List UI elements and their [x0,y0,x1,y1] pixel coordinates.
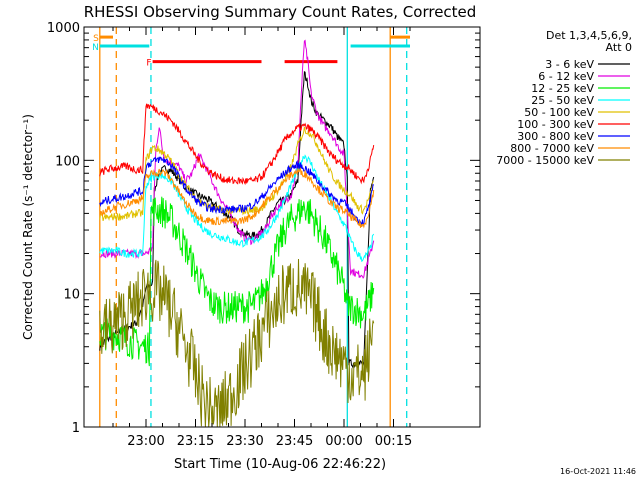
legend-entry-label: 3 - 6 keV [545,58,594,71]
plot-frame [83,26,481,428]
legend-entry-label: 100 - 300 keV [517,118,594,131]
series-line [99,103,375,186]
y-tick-label: 1000 [47,21,80,36]
series-line [99,258,375,427]
y-axis-label: Corrected Count Rate (s⁻¹ detector⁻¹) [21,114,35,340]
x-tick-label: 23:45 [276,434,313,449]
series-line [99,70,375,369]
legend-entry-label: 300 - 800 keV [517,130,594,143]
x-tick-label: 23:00 [127,434,164,449]
series-line [99,196,375,367]
chart-title: RHESSI Observing Summary Count Rates, Co… [84,3,477,21]
series-line [99,39,375,279]
x-tick-label: 00:00 [325,434,362,449]
flag-label: N [92,43,99,53]
series-line [99,126,374,222]
y-tick-label: 100 [55,154,80,169]
x-tick-label: 00:15 [375,434,412,449]
x-axis-label: Start Time (10-Aug-06 22:46:22) [174,457,386,472]
series-line [99,156,375,228]
legend-entry-label: 25 - 50 keV [531,94,594,107]
flag-label: S [93,34,99,44]
series-line [99,154,375,263]
legend-header-attenuator: Att 0 [606,41,632,54]
x-tick-label: 23:30 [226,434,263,449]
x-tick-label: 23:15 [177,434,214,449]
legend-entry-label: 50 - 100 keV [524,106,594,119]
flag-label: F [146,59,151,69]
legend-header-detectors: Det 1,3,4,5,6,9, [546,29,632,42]
legend-entry-label: 6 - 12 keV [538,70,594,83]
legend-entry-label: 800 - 7000 keV [510,142,594,155]
legend-entry-label: 12 - 25 keV [531,82,594,95]
series-line [99,167,375,229]
legend-entry-label: 7000 - 15000 keV [496,154,594,167]
y-tick-label: 1 [72,421,80,436]
timestamp: 16-Oct-2021 11:46 [560,467,636,476]
y-tick-label: 10 [63,288,80,303]
